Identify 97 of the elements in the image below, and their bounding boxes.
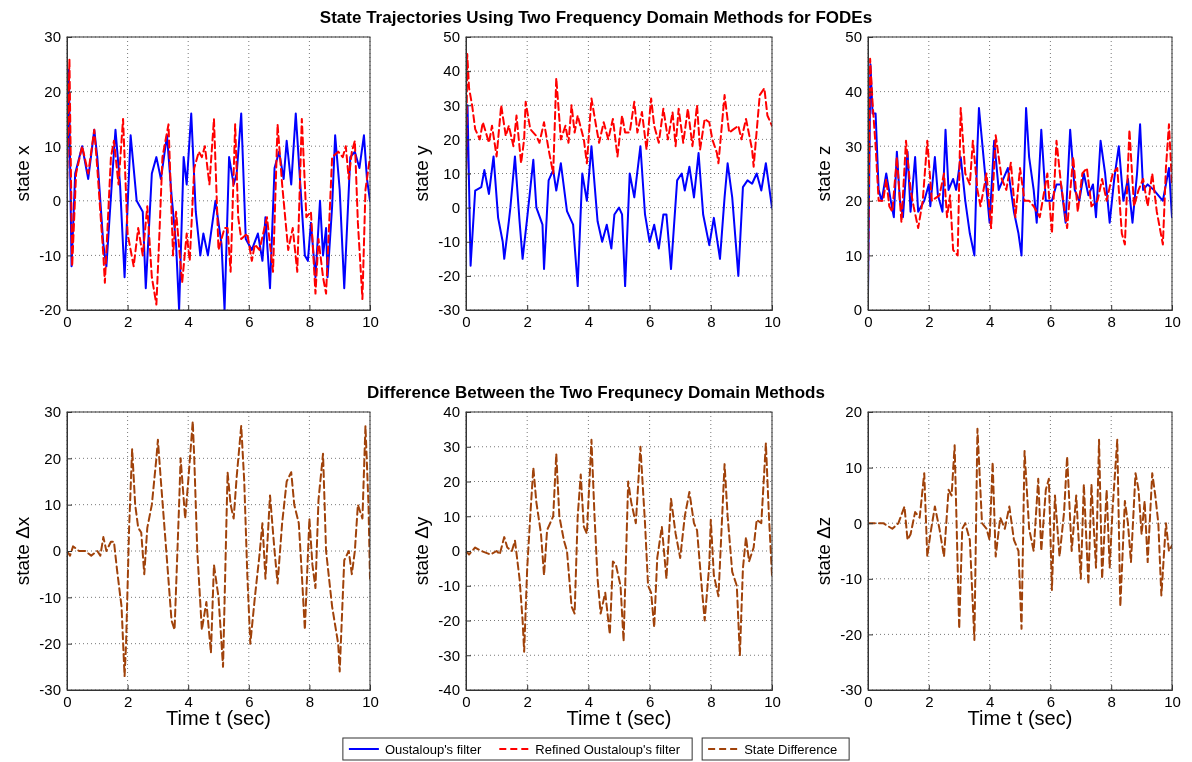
line-series [466,104,772,288]
x-tick-label: 8 [305,312,315,330]
y-tick-label: -40 [438,681,460,699]
y-tick-label: 0 [451,542,460,560]
y-tick-label: 30 [443,438,460,456]
x-tick-label: 4 [985,692,995,710]
line-series [67,420,370,678]
y-tick-label: 40 [443,403,460,421]
x-tick-label: 0 [63,312,72,330]
x-tick-label: 8 [707,692,716,710]
x-tick-label: 8 [1107,692,1116,710]
x-tick-label: 2 [925,312,934,330]
legend-label: Oustaloup's filter [384,742,482,757]
y-tick-label: 20 [44,449,61,467]
y-tick-label: -20 [438,267,460,285]
y-axis-title: state z [813,145,834,202]
y-tick-label: 20 [443,472,460,490]
y-tick-label: 50 [845,28,862,46]
x-tick-label: 6 [645,312,655,330]
x-tick-label: 4 [985,312,995,330]
line-series [868,427,1172,641]
y-tick-label: -30 [438,301,460,319]
x-tick-label: 6 [1046,692,1056,710]
x-axis-title: Time t (sec) [967,707,1073,729]
legend-label: Refined Oustaloup's filter [535,742,681,757]
y-tick-label: 0 [853,301,862,319]
y-tick-label: 10 [443,164,460,182]
x-tick-label: 0 [462,692,471,710]
y-tick-label: -20 [39,301,61,319]
y-tick-label: 0 [853,514,862,532]
x-tick-label: 4 [584,312,594,330]
y-axis-title: state Δy [411,516,432,586]
x-tick-label: 6 [245,312,254,330]
x-tick-label: 10 [1164,312,1181,330]
y-tick-label: 20 [845,192,862,210]
x-tick-label: 10 [764,312,781,330]
y-tick-label: 30 [443,96,460,114]
x-tick-label: 2 [523,692,532,710]
y-tick-label: 0 [52,542,61,560]
y-tick-label: -20 [39,634,61,652]
x-axis-title: Time t (sec) [166,707,271,729]
y-tick-label: 10 [44,495,61,513]
x-tick-label: 6 [1046,312,1056,330]
x-tick-label: 8 [707,312,716,330]
y-axis-title: state y [411,145,432,202]
y-tick-label: 30 [44,403,61,421]
chart-title: Difference Between the Two Frequnecy Domain Methods [367,383,825,402]
x-tick-label: 6 [645,692,655,710]
line-series [466,438,772,657]
x-tick-label: 6 [245,692,254,710]
y-tick-label: 0 [451,198,460,216]
y-axis-title: state x [12,145,33,202]
x-tick-label: 8 [305,692,315,710]
y-tick-label: -20 [840,625,862,643]
y-axis-title: state Δx [12,516,33,586]
x-tick-label: 10 [764,692,781,710]
x-tick-label: 2 [123,312,133,330]
x-tick-label: 10 [362,312,379,330]
y-tick-label: 10 [44,137,61,155]
x-tick-label: 10 [1164,692,1181,710]
x-tick-label: 0 [63,692,72,710]
y-tick-label: -10 [438,233,460,251]
x-tick-label: 4 [184,312,193,330]
x-axis-title: Time t (sec) [566,707,672,729]
y-tick-label: -30 [438,646,460,664]
x-tick-label: 10 [362,692,379,710]
y-tick-label: -10 [39,246,61,264]
y-tick-label: 50 [443,28,460,46]
x-tick-label: 0 [864,692,873,710]
y-tick-label: 40 [443,62,460,80]
x-tick-label: 0 [462,312,471,330]
y-tick-label: 30 [44,28,61,46]
x-tick-label: 4 [184,692,193,710]
y-tick-label: 10 [443,507,460,525]
x-tick-label: 0 [864,312,873,330]
x-tick-label: 8 [1107,312,1116,330]
y-tick-label: -10 [840,570,862,588]
y-tick-label: -30 [39,681,61,699]
y-tick-label: -10 [39,588,61,606]
x-tick-label: 4 [584,692,594,710]
y-axis-title: state Δz [813,516,834,586]
chart-title: State Trajectories Using Two Frequency Domain Methods for FODEs [319,8,873,27]
y-tick-label: -30 [840,681,862,699]
y-tick-label: 30 [845,137,862,155]
y-tick-label: 10 [845,458,862,476]
y-tick-label: 40 [845,82,862,100]
y-tick-label: -20 [438,611,460,629]
y-tick-label: 20 [845,403,862,421]
y-tick-label: 20 [44,82,61,100]
x-tick-label: 2 [123,692,133,710]
y-tick-label: 0 [52,192,61,210]
x-tick-label: 2 [925,692,934,710]
y-tick-label: 10 [845,246,862,264]
y-tick-label: -10 [438,577,460,595]
x-tick-label: 2 [523,312,532,330]
legend-label: State Difference [744,742,838,757]
y-tick-label: 20 [443,130,460,148]
